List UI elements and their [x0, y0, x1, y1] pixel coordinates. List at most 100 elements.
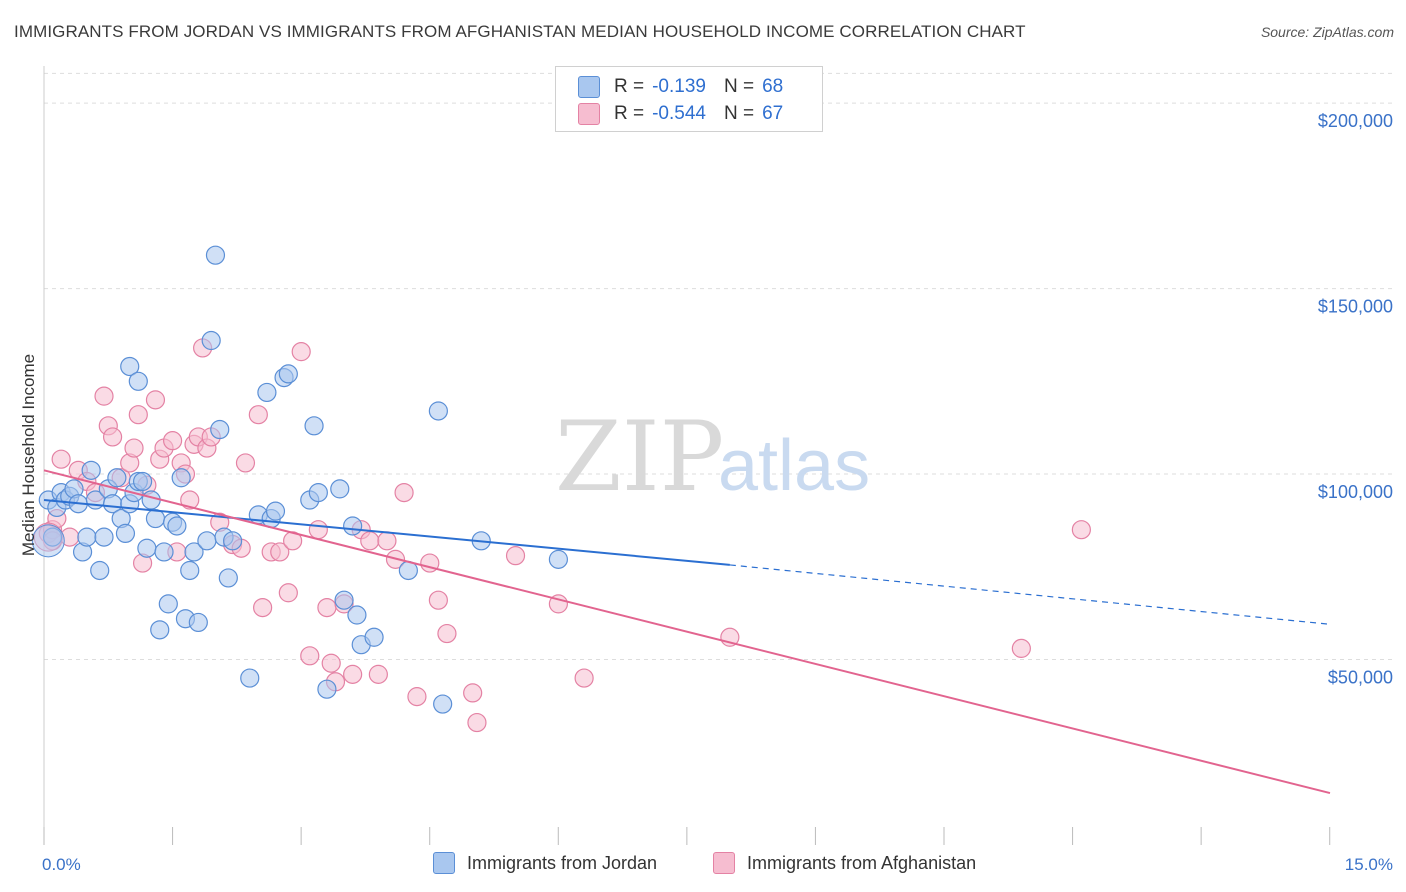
- jordan-point: [197, 531, 217, 551]
- source-label: Source: ZipAtlas.com: [1260, 24, 1394, 40]
- jordan-point: [428, 401, 448, 421]
- afghanistan-point: [102, 427, 123, 447]
- afghanistan-point: [1071, 520, 1091, 540]
- legend-n-value: 68: [762, 76, 784, 97]
- afghanistan-point: [407, 687, 427, 707]
- jordan-point: [433, 694, 453, 714]
- y-axis-label: Median Household Income: [19, 354, 38, 556]
- afghanistan-point: [467, 712, 487, 733]
- afghanistan-point: [548, 594, 569, 614]
- jordan-point: [120, 356, 140, 377]
- axes: $50,000 $100,000 $150,000 $200,000 0.0% 15.0%: [42, 66, 1393, 874]
- jordan-point: [137, 538, 157, 558]
- afghanistan-point: [51, 449, 71, 469]
- afghanistan-point: [94, 386, 114, 406]
- watermark-zip: ZIP: [555, 401, 724, 513]
- watermark-atlas: atlas: [718, 426, 870, 506]
- legend-row-jordan: R = -0.139 N = 68: [578, 74, 783, 100]
- afghanistan-point: [428, 590, 448, 610]
- jordan-point: [218, 568, 238, 588]
- jordan-point: [94, 527, 114, 547]
- jordan-point: [154, 542, 174, 562]
- afghanistan-point: [505, 546, 526, 566]
- afghanistan-point: [317, 597, 337, 618]
- jordan-point: [90, 560, 110, 581]
- y-tick-label: $100,000: [1318, 482, 1393, 502]
- jordan-point: [132, 471, 153, 492]
- afghanistan-point: [253, 597, 273, 618]
- jordan-point: [205, 245, 226, 265]
- jordan-point: [317, 679, 337, 699]
- jordan-point: [265, 501, 286, 521]
- jordan-point: [240, 668, 260, 688]
- legend-item-afghanistan[interactable]: Immigrants from Afghanistan: [713, 852, 976, 874]
- legend-n-label: N =: [723, 76, 755, 97]
- legend-swatch-jordan: [433, 852, 455, 874]
- legend-swatch-afghanistan: [578, 103, 600, 125]
- afghanistan-point: [145, 390, 166, 410]
- watermark: ZIP atlas: [555, 401, 870, 513]
- jordan-point: [334, 590, 354, 610]
- jordan-point: [304, 416, 324, 436]
- afghanistan-point: [248, 405, 268, 425]
- legend-n-label: N =: [723, 103, 755, 124]
- jordan-point: [201, 330, 221, 351]
- jordan-point: [158, 594, 178, 614]
- jordan-point: [278, 364, 298, 384]
- afghanistan-point: [180, 490, 200, 510]
- legend-label-afghanistan: Immigrants from Afghanistan: [747, 852, 977, 873]
- afghanistan-point: [343, 664, 363, 684]
- trend-lines: [43, 469, 1331, 795]
- jordan-trend-extension: [729, 564, 1331, 625]
- afghanistan-trend-line: [43, 469, 1331, 795]
- legend-n-value: 67: [762, 103, 784, 124]
- jordan-point: [223, 531, 243, 551]
- jordan-point: [180, 560, 200, 581]
- y-tick-label: $200,000: [1318, 111, 1393, 131]
- afghanistan-point: [308, 520, 328, 540]
- jordan-point: [107, 468, 127, 488]
- jordan-point: [81, 460, 101, 480]
- afghanistan-point: [394, 482, 414, 503]
- afghanistan-point: [368, 664, 388, 684]
- afghanistan-point: [124, 438, 144, 458]
- legend-swatch-afghanistan: [713, 852, 735, 874]
- jordan-point: [330, 479, 350, 499]
- jordan-point: [548, 549, 569, 569]
- jordan-point: [188, 612, 208, 633]
- legend-row-afghanistan: R = -0.544 N = 67: [578, 101, 783, 127]
- jordan-point: [167, 516, 187, 536]
- afghanistan-point: [291, 342, 311, 362]
- afghanistan-point: [360, 531, 380, 551]
- jordan-point: [115, 523, 136, 544]
- chart-title: IMMIGRANTS FROM JORDAN VS IMMIGRANTS FRO…: [14, 22, 1026, 41]
- jordan-point: [128, 371, 148, 391]
- jordan-point: [141, 490, 161, 510]
- grid-lines: [44, 72, 1395, 661]
- jordan-point: [343, 516, 363, 536]
- x-tick-label: 0.0%: [42, 855, 81, 874]
- jordan-point: [171, 468, 191, 488]
- jordan-point-cluster: [31, 524, 65, 558]
- series-legend: Immigrants from Jordan Immigrants from A…: [0, 852, 1406, 878]
- afghanistan-point: [270, 542, 290, 562]
- legend-swatch-jordan: [578, 76, 600, 98]
- legend-item-jordan[interactable]: Immigrants from Jordan: [433, 852, 657, 874]
- afghanistan-point: [235, 453, 256, 473]
- correlation-legend: R = -0.139 N = 68 R = -0.544 N = 67: [555, 66, 823, 132]
- afghanistan-point: [163, 431, 183, 451]
- jordan-point: [184, 542, 204, 562]
- legend-label-jordan: Immigrants from Jordan: [467, 852, 658, 873]
- legend-r-label: R =: [614, 76, 645, 97]
- afghanistan-point: [300, 646, 320, 666]
- y-tick-label: $50,000: [1328, 668, 1393, 688]
- jordan-point: [77, 527, 97, 547]
- jordan-point: [257, 382, 277, 403]
- jordan-points: [31, 245, 569, 714]
- afghanistan-point: [377, 531, 397, 551]
- afghanistan-point: [574, 668, 594, 688]
- afghanistan-point: [278, 583, 298, 603]
- jordan-point: [347, 605, 367, 625]
- legend-r-value: -0.139: [652, 76, 706, 97]
